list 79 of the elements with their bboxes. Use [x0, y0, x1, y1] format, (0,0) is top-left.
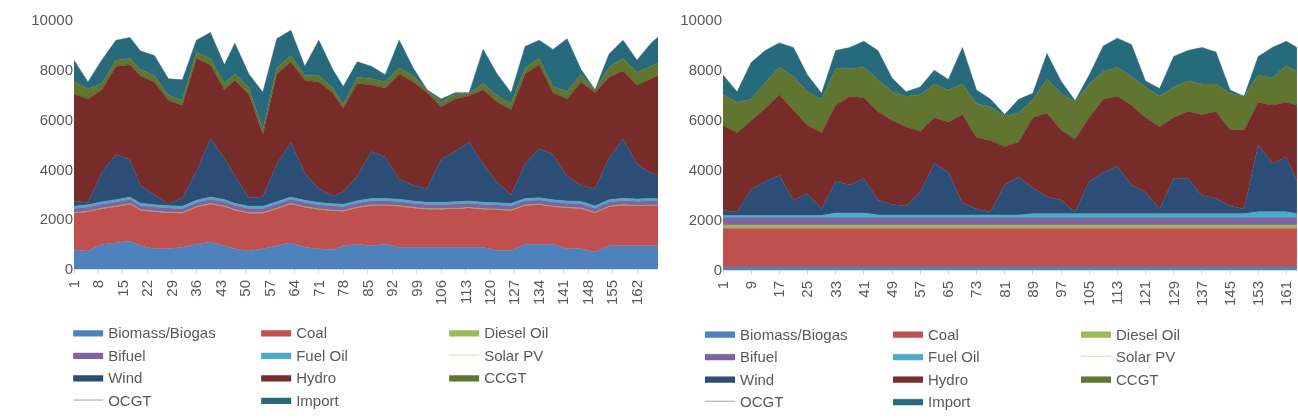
- x-tick-label: 148: [578, 280, 596, 306]
- x-tick-label: 97: [1051, 281, 1069, 298]
- x-tick-label: 41: [854, 281, 872, 298]
- y-tick-label: 2000: [688, 211, 722, 229]
- y-tick-label: 4000: [688, 161, 722, 179]
- x-tick-label: 50: [236, 280, 254, 297]
- legend-label: Solar PV: [484, 346, 544, 364]
- legend-label: Bifuel: [108, 346, 146, 364]
- x-tick-label: 57: [911, 281, 929, 298]
- y-tick-label: 8000: [688, 61, 722, 79]
- x-tick-label: 1: [713, 281, 731, 290]
- y-tick-label: 2000: [39, 210, 73, 228]
- x-tick-label: 153: [1249, 281, 1267, 307]
- x-tick-label: 92: [383, 280, 401, 297]
- x-tick-label: 155: [603, 280, 621, 306]
- x-tick-label: 129: [1164, 281, 1182, 307]
- legend-label: Hydro: [296, 369, 337, 387]
- x-tick-label: 71: [309, 280, 327, 297]
- x-tick-label: 113: [456, 280, 474, 304]
- legend-label: OCGT: [108, 391, 152, 409]
- legend-label: Bifuel: [740, 348, 778, 366]
- legend-label: Biomass/Biogas: [740, 325, 848, 343]
- x-tick-label: 1: [64, 280, 82, 289]
- y-tick-label: 4000: [39, 160, 73, 178]
- legend-label: Solar PV: [1116, 348, 1176, 366]
- legend-label: Coal: [296, 324, 328, 342]
- x-tick-label: 120: [481, 280, 499, 306]
- x-tick-label: 22: [138, 280, 156, 297]
- x-tick-label: 17: [770, 281, 788, 298]
- x-tick-label: 141: [554, 280, 572, 306]
- legend-label: Coal: [928, 325, 959, 343]
- y-tick-label: 8000: [39, 61, 73, 79]
- x-tick-label: 78: [334, 280, 352, 297]
- x-tick-label: 9: [742, 281, 760, 290]
- y-tick-label: 6000: [688, 111, 722, 129]
- x-tick-label: 127: [505, 280, 523, 306]
- legend-label: Import: [928, 393, 972, 411]
- x-tick-label: 73: [967, 281, 985, 298]
- x-tick-label: 33: [826, 281, 844, 298]
- legend-label: CCGT: [484, 369, 527, 387]
- x-tick-label: 49: [882, 281, 900, 298]
- y-tick-label: 0: [64, 260, 73, 278]
- x-tick-label: 89: [1023, 281, 1041, 298]
- legend-label: Hydro: [928, 370, 969, 388]
- legend-label: Fuel Oil: [928, 348, 980, 366]
- x-tick-label: 65: [939, 281, 957, 298]
- x-tick-label: 81: [995, 281, 1013, 298]
- x-tick-label: 29: [162, 280, 180, 297]
- x-tick-label: 85: [358, 280, 376, 297]
- legend-label: CCGT: [1116, 370, 1159, 388]
- x-tick-label: 121: [1136, 281, 1154, 307]
- legend-label: Biomass/Biogas: [108, 324, 216, 342]
- legend-label: Wind: [740, 370, 775, 388]
- y-tick-label: 10000: [680, 11, 722, 29]
- legend-label: OCGT: [740, 393, 784, 411]
- y-tick-label: 10000: [31, 11, 73, 29]
- x-tick-label: 145: [1220, 281, 1238, 307]
- x-tick-label: 43: [211, 280, 229, 297]
- legend-label: Diesel Oil: [484, 324, 549, 342]
- x-tick-label: 137: [1192, 281, 1210, 307]
- y-tick-label: 0: [713, 261, 722, 279]
- y-tick-label: 6000: [39, 110, 73, 128]
- legend-label: Import: [296, 391, 340, 409]
- x-tick-label: 113: [1108, 281, 1126, 305]
- x-tick-label: 8: [89, 280, 107, 289]
- legend-label: Diesel Oil: [1116, 325, 1181, 343]
- x-tick-label: 105: [1080, 281, 1098, 307]
- x-tick-label: 134: [529, 280, 547, 306]
- x-tick-label: 161: [1277, 281, 1295, 307]
- legend-label: Fuel Oil: [296, 346, 348, 364]
- x-tick-label: 99: [407, 280, 425, 297]
- x-tick-label: 162: [627, 280, 645, 306]
- legend-label: Wind: [108, 369, 143, 387]
- x-tick-label: 36: [187, 280, 205, 297]
- x-tick-label: 15: [113, 280, 131, 297]
- x-tick-label: 25: [798, 281, 816, 298]
- x-tick-label: 57: [260, 280, 278, 297]
- x-tick-label: 64: [285, 280, 303, 297]
- x-tick-label: 106: [432, 280, 450, 306]
